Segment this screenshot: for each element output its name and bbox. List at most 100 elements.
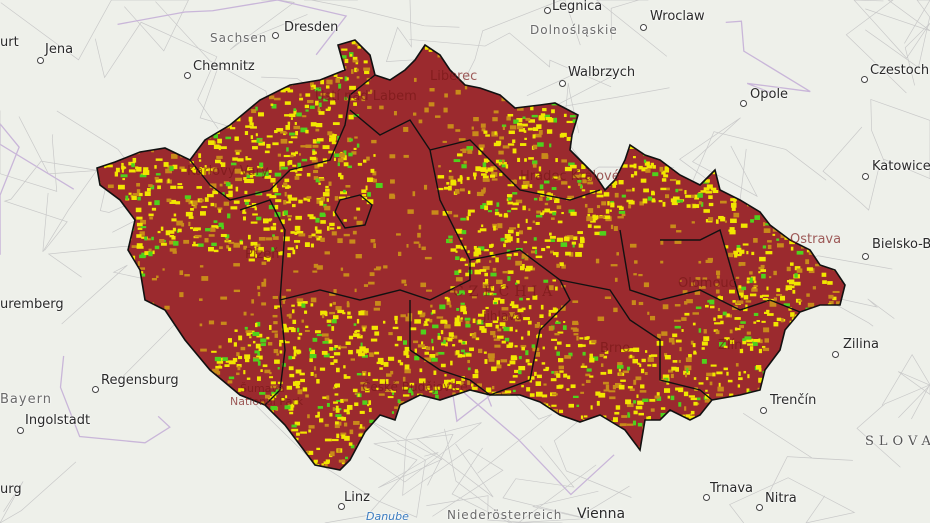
overlay-cell bbox=[305, 109, 309, 112]
overlay-cell bbox=[289, 451, 296, 455]
overlay-cell bbox=[815, 164, 818, 167]
overlay-cell bbox=[489, 260, 492, 263]
overlay-cell bbox=[514, 424, 520, 428]
overlay-cell bbox=[759, 295, 763, 298]
overlay-cell bbox=[161, 361, 164, 367]
overlay-cell bbox=[289, 132, 295, 136]
overlay-cell bbox=[546, 433, 552, 439]
overlay-cell bbox=[243, 311, 247, 316]
overlay-cell bbox=[455, 350, 460, 355]
overlay-cell bbox=[91, 208, 95, 212]
overlay-cell bbox=[793, 319, 800, 323]
overlay-cell bbox=[738, 371, 741, 376]
overlay-cell bbox=[544, 208, 551, 213]
overlay-cell bbox=[431, 346, 434, 351]
overlay-cell bbox=[250, 241, 258, 246]
overlay-cell bbox=[213, 144, 220, 150]
overlay-cell bbox=[526, 265, 533, 271]
overlay-cell bbox=[179, 270, 184, 276]
overlay-cell bbox=[238, 388, 245, 392]
overlay-cell bbox=[282, 299, 286, 304]
overlay-cell bbox=[357, 45, 362, 49]
overlay-cell bbox=[693, 350, 697, 355]
overlay-cell bbox=[747, 280, 753, 284]
overlay-cell bbox=[482, 282, 489, 285]
overlay-cell bbox=[271, 67, 279, 72]
overlay-cell bbox=[360, 342, 363, 348]
overlay-cell bbox=[256, 409, 261, 415]
overlay-cell bbox=[167, 358, 171, 363]
overlay-cell bbox=[328, 150, 336, 154]
overlay-cell bbox=[419, 368, 423, 373]
overlay-cell bbox=[99, 41, 107, 46]
overlay-cell bbox=[666, 187, 670, 191]
overlay-cell bbox=[818, 326, 825, 331]
overlay-cell bbox=[324, 251, 330, 255]
overlay-cell bbox=[485, 323, 493, 327]
overlay-cell bbox=[776, 317, 782, 322]
overlay-cell bbox=[432, 390, 438, 395]
overlay-cell bbox=[477, 383, 483, 387]
overlay-cell bbox=[842, 332, 845, 335]
overlay-cell bbox=[454, 270, 460, 275]
overlay-cell bbox=[716, 393, 723, 397]
overlay-cell bbox=[684, 301, 688, 305]
overlay-cell bbox=[107, 184, 114, 189]
overlay-cell bbox=[643, 159, 647, 163]
overlay-cell bbox=[173, 213, 177, 217]
overlay-cell bbox=[97, 156, 98, 160]
overlay-cell bbox=[731, 206, 736, 211]
overlay-cell bbox=[673, 417, 679, 421]
overlay-cell bbox=[341, 48, 348, 51]
overlay-cell bbox=[211, 130, 216, 133]
overlay-cell bbox=[579, 129, 582, 134]
overlay-cell bbox=[424, 256, 432, 260]
overlay-cell bbox=[715, 219, 719, 224]
overlay-cell bbox=[446, 182, 450, 185]
overlay-cell bbox=[688, 69, 692, 72]
overlay-cell bbox=[513, 58, 519, 62]
overlay-cell bbox=[532, 246, 537, 250]
overlay-cell bbox=[461, 230, 467, 235]
city-label-ingolstadt: Ingolstadt bbox=[25, 413, 91, 428]
overlay-cell bbox=[836, 301, 841, 306]
overlay-cell bbox=[815, 312, 823, 317]
overlay-cell bbox=[199, 265, 204, 268]
overlay-cell bbox=[530, 42, 534, 48]
overlay-cell bbox=[461, 257, 464, 261]
overlay-cell bbox=[292, 381, 300, 386]
overlay-cell bbox=[620, 379, 626, 382]
overlay-cell bbox=[294, 121, 297, 125]
road bbox=[0, 122, 75, 255]
overlay-cell bbox=[290, 40, 296, 43]
overlay-cell bbox=[572, 322, 579, 326]
overlay-cell bbox=[356, 68, 359, 72]
overlay-cell bbox=[507, 184, 515, 187]
overlay-cell bbox=[684, 406, 687, 411]
overlay-cell bbox=[558, 308, 566, 311]
overlay-cell bbox=[304, 450, 309, 454]
overlay-cell bbox=[727, 379, 733, 383]
overlay-cell bbox=[432, 47, 440, 50]
overlay-cell bbox=[328, 339, 333, 344]
overlay-cell bbox=[551, 434, 558, 439]
overlay-cell bbox=[356, 207, 361, 211]
overlay-cell bbox=[100, 236, 104, 240]
overlay-cell bbox=[728, 435, 734, 441]
overlay-cell bbox=[618, 372, 623, 376]
overlay-cell bbox=[320, 310, 327, 316]
overlay-cell bbox=[360, 35, 364, 39]
overlay-cell bbox=[603, 215, 611, 219]
overlay-cell bbox=[661, 126, 665, 131]
overlay-cell bbox=[509, 380, 516, 384]
overlay-cell bbox=[332, 61, 338, 67]
overlay-cell bbox=[579, 173, 586, 178]
overlay-cell bbox=[245, 330, 253, 333]
overlay-cell bbox=[555, 54, 560, 57]
overlay-cell bbox=[572, 328, 579, 332]
overlay-cell bbox=[751, 40, 756, 42]
overlay-cell bbox=[449, 304, 452, 308]
overlay-cell bbox=[324, 36, 328, 39]
overlay-cell bbox=[428, 49, 433, 52]
